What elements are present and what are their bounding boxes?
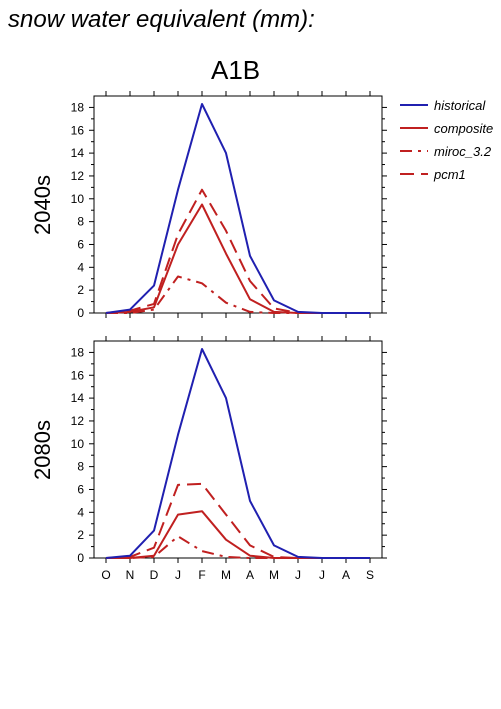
panel-label: 2040s [30,175,55,235]
legend-label-historical: historical [434,98,486,113]
series-line-historical [105,348,370,559]
y-tick-label: 12 [71,414,85,428]
panel-2080s: 0 2 4 6 8 10 12 14 16 18 O N D J F M A M J J A S 2080s [30,336,387,582]
y-tick-label: 0 [77,551,84,565]
x-tick-label: A [246,568,254,582]
y-tick-label: 8 [77,215,84,229]
x-tick-label: M [269,568,279,582]
y-tick-label: 16 [71,123,85,137]
y-tick-label: 10 [71,192,85,206]
legend-label-composite: composite [434,121,493,136]
y-tick-label: 2 [77,283,84,297]
series-line-composite [105,203,370,314]
x-tick-label: O [101,568,110,582]
series-line-composite [106,510,370,559]
y-tick-label: 8 [77,460,84,474]
series-line-historical [105,103,370,314]
y-tick-label: 2 [77,528,84,542]
y-tick-label: 10 [71,437,85,451]
y-tick-label: 18 [71,100,85,114]
figure-title: snow water equivalent (mm): [8,6,315,33]
x-tick-label: S [366,568,374,582]
y-tick-label: 14 [71,146,85,160]
x-tick-label: J [295,568,301,582]
x-tick-label: M [221,568,231,582]
series-line-miroc_3.2 [106,535,370,559]
y-tick-label: 14 [71,391,85,405]
y-tick-label: 18 [71,345,85,359]
x-tick-label: J [175,568,181,582]
x-tick-label: A [342,568,350,582]
y-tick-label: 12 [71,169,85,183]
y-tick-label: 4 [77,260,84,274]
panel-label: 2080s [30,420,55,480]
plot-frame [93,95,383,314]
panel-2040s: 0 2 4 6 8 10 12 14 16 18 2040s [30,91,387,320]
y-tick-label: 4 [77,505,84,519]
x-tick-label: J [319,568,325,582]
legend-label-miroc_3.2: miroc_3.2 [434,144,492,159]
x-tick-label: N [126,568,135,582]
y-tick-label: 16 [71,368,85,382]
legend-label-pcm1: pcm1 [433,167,466,182]
y-tick-label: 6 [77,482,84,496]
figure-subtitle: A1B [211,55,261,85]
y-tick-label: 6 [77,237,84,251]
x-tick-label: F [198,568,205,582]
x-tick-label: D [150,568,159,582]
legend: historical composite miroc_3.2 pcm1 [400,98,493,182]
y-tick-label: 0 [77,306,84,320]
